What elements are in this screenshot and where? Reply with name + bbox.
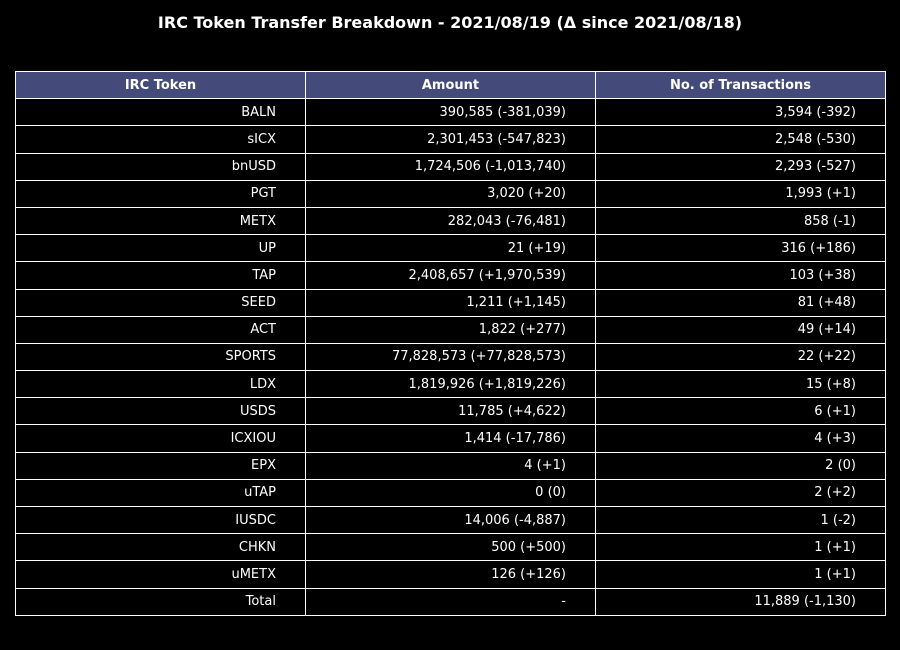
- amount-cell: 1,819,926 (+1,819,226): [305, 370, 596, 399]
- token-cell: IUSDC: [15, 505, 306, 535]
- transactions-cell: 316 (+186): [595, 234, 886, 263]
- amount-cell: 500 (+500): [305, 533, 596, 562]
- table-row: USDS 11,785 (+4,622) 6 (+1): [15, 397, 886, 426]
- table-row: bnUSD 1,724,506 (-1,013,740) 2,293 (-527): [15, 152, 886, 181]
- table-row: EPX 4 (+1) 2 (0): [15, 451, 886, 480]
- table-row: IUSDC 14,006 (-4,887) 1 (-2): [15, 505, 886, 535]
- table-row: UP 21 (+19) 316 (+186): [15, 234, 886, 263]
- token-cell: uMETX: [15, 560, 306, 589]
- transactions-cell: 103 (+38): [595, 261, 886, 290]
- amount-cell: 77,828,573 (+77,828,573): [305, 342, 596, 372]
- table-row: uTAP 0 (0) 2 (+2): [15, 478, 886, 508]
- token-cell: uTAP: [15, 478, 306, 508]
- table-row: ICXIOU 1,414 (-17,786) 4 (+3): [15, 424, 886, 453]
- amount-cell: 14,006 (-4,887): [305, 505, 596, 535]
- token-cell: bnUSD: [15, 152, 306, 181]
- amount-cell: 126 (+126): [305, 560, 596, 589]
- token-cell: SEED: [15, 288, 306, 317]
- chart-title: IRC Token Transfer Breakdown - 2021/08/1…: [157, 13, 743, 32]
- token-cell: CHKN: [15, 533, 306, 562]
- amount-cell: 282,043 (-76,481): [305, 206, 596, 236]
- table-row: BALN 390,585 (-381,039) 3,594 (-392): [15, 98, 886, 127]
- amount-cell: 0 (0): [305, 478, 596, 508]
- transactions-cell: 2,548 (-530): [595, 125, 886, 154]
- transactions-cell: 22 (+22): [595, 342, 886, 372]
- token-cell: UP: [15, 234, 306, 263]
- table-body: BALN 390,585 (-381,039) 3,594 (-392) sICX 2,…: [15, 98, 886, 616]
- table-row: CHKN 500 (+500) 1 (+1): [15, 533, 886, 562]
- table-row: uMETX 126 (+126) 1 (+1): [15, 560, 886, 589]
- transactions-cell: 4 (+3): [595, 424, 886, 453]
- transactions-cell: 1,993 (+1): [595, 179, 886, 208]
- table-row: LDX 1,819,926 (+1,819,226) 15 (+8): [15, 370, 886, 399]
- token-cell: sICX: [15, 125, 306, 154]
- amount-cell: 11,785 (+4,622): [305, 397, 596, 426]
- token-cell: TAP: [15, 261, 306, 290]
- token-cell: Total: [15, 587, 306, 616]
- transactions-cell: 858 (-1): [595, 206, 886, 236]
- table-row: SPORTS 77,828,573 (+77,828,573) 22 (+22): [15, 342, 886, 372]
- column-header-transactions: No. of Transactions: [595, 70, 886, 100]
- amount-cell: 4 (+1): [305, 451, 596, 480]
- token-cell: BALN: [15, 98, 306, 127]
- table-row: SEED 1,211 (+1,145) 81 (+48): [15, 288, 886, 317]
- amount-cell: 1,724,506 (-1,013,740): [305, 152, 596, 181]
- transactions-cell: 6 (+1): [595, 397, 886, 426]
- amount-cell: 3,020 (+20): [305, 179, 596, 208]
- transactions-cell: 49 (+14): [595, 315, 886, 344]
- table-row: ACT 1,822 (+277) 49 (+14): [15, 315, 886, 344]
- token-cell: SPORTS: [15, 342, 306, 372]
- token-cell: USDS: [15, 397, 306, 426]
- token-cell: EPX: [15, 451, 306, 480]
- transactions-cell: 1 (+1): [595, 533, 886, 562]
- column-header-irc-token: IRC Token: [15, 70, 306, 100]
- transactions-cell: 2 (+2): [595, 478, 886, 508]
- transactions-cell: 3,594 (-392): [595, 98, 886, 127]
- column-header-amount: Amount: [305, 70, 596, 100]
- amount-cell: 390,585 (-381,039): [305, 98, 596, 127]
- token-transfer-table: IRC Token Amount No. of Transactions BAL…: [15, 70, 886, 616]
- transactions-cell: 81 (+48): [595, 288, 886, 317]
- amount-cell: -: [305, 587, 596, 616]
- token-cell: ICXIOU: [15, 424, 306, 453]
- transactions-cell: 15 (+8): [595, 370, 886, 399]
- transactions-cell: 2,293 (-527): [595, 152, 886, 181]
- transactions-cell: 1 (+1): [595, 560, 886, 589]
- amount-cell: 1,414 (-17,786): [305, 424, 596, 453]
- table-row: TAP 2,408,657 (+1,970,539) 103 (+38): [15, 261, 886, 290]
- amount-cell: 1,211 (+1,145): [305, 288, 596, 317]
- amount-cell: 2,408,657 (+1,970,539): [305, 261, 596, 290]
- amount-cell: 21 (+19): [305, 234, 596, 263]
- table-header-row: IRC Token Amount No. of Transactions: [15, 70, 886, 100]
- transactions-cell: 2 (0): [595, 451, 886, 480]
- transactions-cell: 11,889 (-1,130): [595, 587, 886, 616]
- total-row: Total -11,889 (-1,130): [15, 587, 886, 616]
- amount-cell: 2,301,453 (-547,823): [305, 125, 596, 154]
- table-row: PGT 3,020 (+20) 1,993 (+1): [15, 179, 886, 208]
- table-row: METX 282,043 (-76,481) 858 (-1): [15, 206, 886, 236]
- table-row: sICX 2,301,453 (-547,823) 2,548 (-530): [15, 125, 886, 154]
- transactions-cell: 1 (-2): [595, 505, 886, 535]
- token-cell: PGT: [15, 179, 306, 208]
- token-cell: LDX: [15, 370, 306, 399]
- token-cell: METX: [15, 206, 306, 236]
- amount-cell: 1,822 (+277): [305, 315, 596, 344]
- token-cell: ACT: [15, 315, 306, 344]
